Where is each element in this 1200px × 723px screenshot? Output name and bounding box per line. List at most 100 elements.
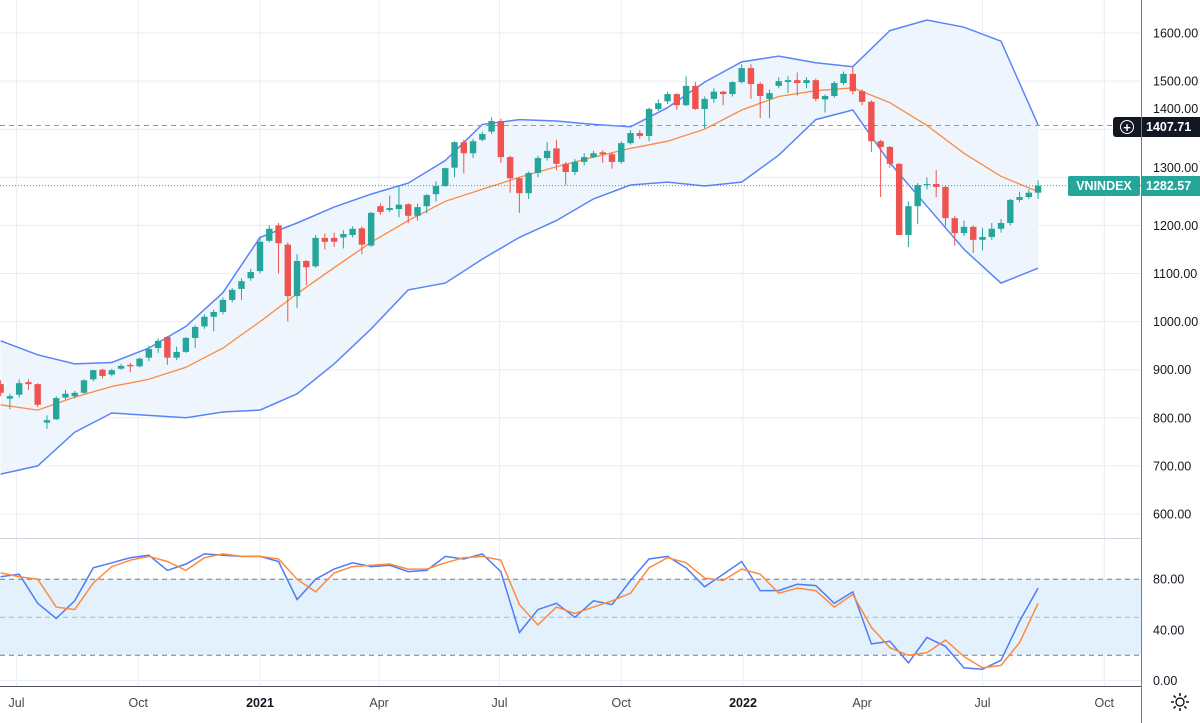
candle[interactable] — [886, 146, 894, 168]
candle[interactable] — [488, 117, 495, 135]
candle[interactable] — [784, 76, 792, 94]
candle[interactable] — [99, 368, 106, 379]
candle[interactable] — [710, 88, 718, 103]
candle[interactable] — [201, 314, 208, 329]
candle[interactable] — [442, 167, 449, 187]
candle[interactable] — [247, 268, 254, 281]
candle[interactable] — [321, 233, 329, 250]
candle[interactable] — [414, 203, 421, 221]
candle[interactable] — [692, 82, 699, 110]
candle[interactable] — [821, 94, 829, 113]
candle[interactable] — [571, 159, 579, 175]
candle[interactable] — [868, 100, 875, 152]
candle[interactable] — [636, 130, 643, 139]
candle[interactable] — [43, 415, 51, 429]
candle[interactable] — [849, 66, 857, 95]
candle[interactable] — [543, 142, 551, 161]
candle[interactable] — [775, 77, 782, 89]
candle[interactable] — [812, 78, 819, 102]
candle[interactable] — [6, 393, 14, 410]
candle[interactable] — [460, 139, 467, 174]
candle[interactable] — [979, 227, 986, 251]
candle[interactable] — [682, 76, 690, 107]
candle[interactable] — [62, 389, 69, 400]
candle[interactable] — [923, 177, 931, 190]
candle[interactable] — [136, 357, 143, 368]
candle[interactable] — [386, 195, 393, 212]
candle[interactable] — [0, 380, 4, 397]
candle[interactable] — [618, 141, 625, 164]
candle[interactable] — [895, 162, 903, 236]
candle[interactable] — [210, 309, 217, 332]
candle[interactable] — [293, 254, 301, 309]
candle[interactable] — [1007, 198, 1014, 226]
candle[interactable] — [766, 89, 773, 119]
candle[interactable] — [719, 90, 727, 106]
candle[interactable] — [423, 194, 430, 214]
candle[interactable] — [164, 336, 171, 365]
candle[interactable] — [840, 71, 847, 85]
candle[interactable] — [831, 81, 838, 98]
candle[interactable] — [1034, 180, 1042, 199]
candle[interactable] — [599, 150, 606, 163]
candle[interactable] — [340, 230, 347, 249]
candle[interactable] — [803, 77, 810, 89]
candle[interactable] — [645, 107, 653, 142]
candle[interactable] — [275, 222, 282, 274]
candle[interactable] — [432, 181, 440, 202]
candle[interactable] — [562, 161, 569, 185]
candle[interactable] — [951, 215, 958, 246]
candle[interactable] — [506, 155, 514, 193]
candle[interactable] — [757, 82, 764, 119]
candle[interactable] — [942, 185, 949, 227]
candle[interactable] — [914, 183, 921, 224]
candle[interactable] — [53, 396, 60, 421]
candle[interactable] — [877, 139, 884, 198]
candle[interactable] — [581, 153, 588, 166]
candle[interactable] — [858, 89, 866, 106]
candle[interactable] — [127, 362, 134, 373]
candle[interactable] — [266, 225, 273, 243]
candle[interactable] — [395, 184, 403, 218]
candle[interactable] — [229, 287, 236, 303]
candle[interactable] — [655, 99, 662, 111]
candle[interactable] — [173, 346, 180, 361]
add-alert-button[interactable]: + — [1113, 117, 1141, 137]
candle[interactable] — [997, 219, 1005, 233]
candle[interactable] — [738, 64, 745, 84]
candle[interactable] — [182, 336, 190, 353]
candle[interactable] — [497, 118, 505, 163]
candle[interactable] — [451, 141, 458, 178]
candle[interactable] — [191, 325, 199, 349]
candle[interactable] — [303, 260, 310, 286]
candle[interactable] — [1016, 191, 1023, 203]
candle[interactable] — [154, 338, 162, 353]
candle[interactable] — [117, 363, 125, 370]
candle[interactable] — [590, 150, 597, 159]
candle[interactable] — [90, 369, 97, 382]
candle[interactable] — [367, 211, 375, 248]
candle[interactable] — [1025, 189, 1033, 199]
price-pane[interactable] — [0, 19, 1141, 475]
candle[interactable] — [747, 64, 755, 99]
candle[interactable] — [553, 139, 560, 171]
candle[interactable] — [701, 96, 708, 129]
candle[interactable] — [358, 226, 366, 255]
price-scale[interactable] — [1142, 0, 1200, 686]
candle[interactable] — [516, 177, 523, 213]
candle[interactable] — [794, 72, 801, 96]
settings-button[interactable] — [1168, 690, 1192, 714]
candle[interactable] — [479, 131, 486, 142]
time-scale[interactable] — [0, 687, 1141, 723]
candle[interactable] — [960, 220, 968, 236]
candle[interactable] — [377, 203, 384, 215]
candle[interactable] — [525, 171, 532, 199]
candle[interactable] — [238, 278, 245, 300]
candle[interactable] — [284, 242, 291, 322]
candle[interactable] — [970, 225, 977, 253]
candle[interactable] — [673, 93, 681, 110]
candle[interactable] — [933, 170, 940, 198]
candle[interactable] — [145, 345, 153, 362]
candle[interactable] — [405, 203, 412, 223]
